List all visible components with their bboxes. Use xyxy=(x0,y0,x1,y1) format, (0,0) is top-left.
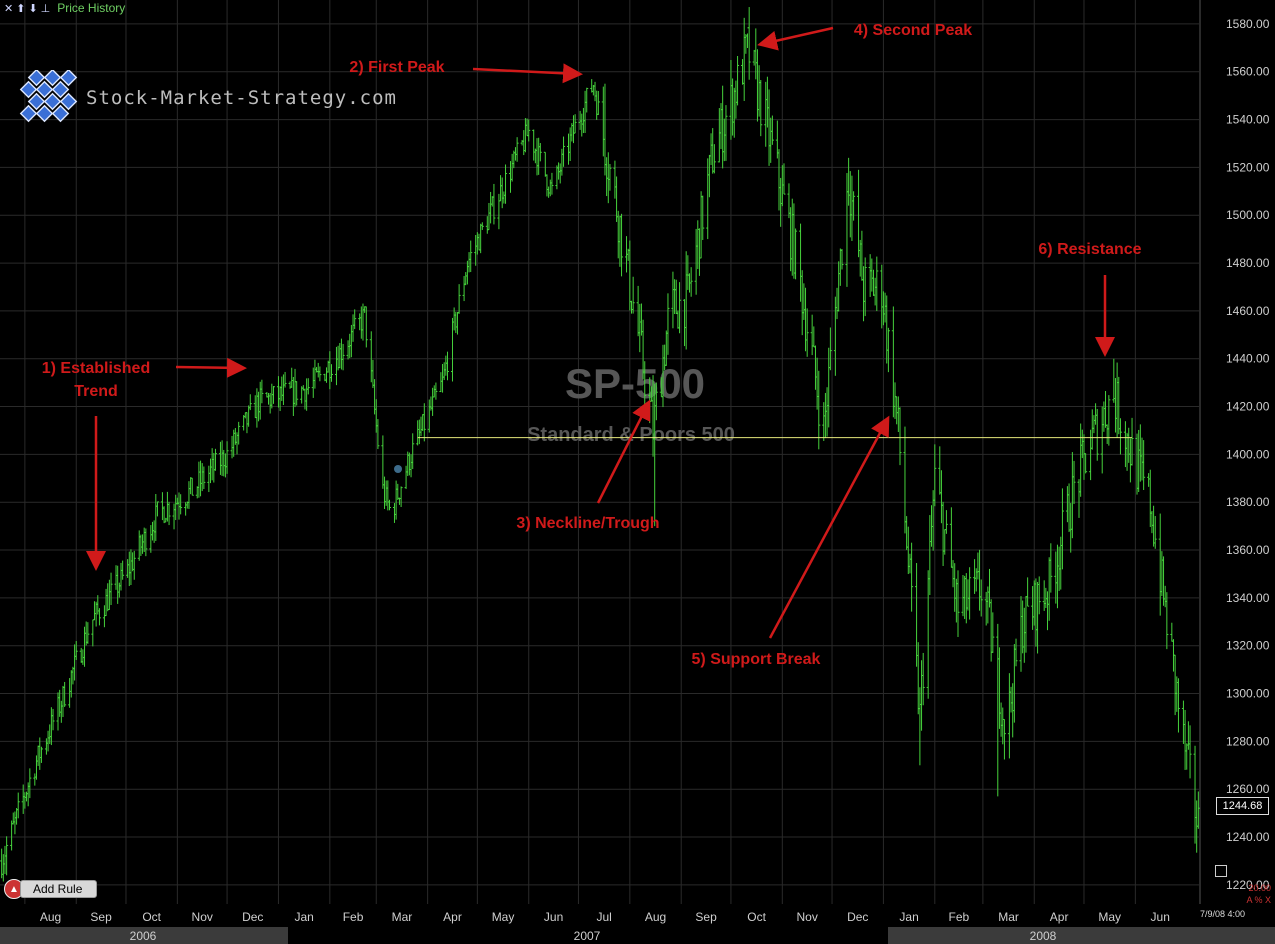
y-tick-label: 1420.00 xyxy=(1226,400,1270,414)
y-axis: 1220.00 1240.00 1260.00 1280.00 1300.00 1320.… xyxy=(1226,17,1270,892)
x-tick-label: Dec xyxy=(847,910,868,924)
y-tick-label: 1300.00 xyxy=(1226,687,1270,701)
annotation-arrow xyxy=(768,415,890,639)
x-tick-label: Jan xyxy=(899,910,918,924)
annotation-arrow xyxy=(596,399,651,504)
year-label: 2006 xyxy=(130,929,157,943)
y-tick-label: 1480.00 xyxy=(1226,256,1270,270)
annotation-label: 6) Resistance xyxy=(1038,241,1141,258)
event-marker xyxy=(394,465,402,473)
annotation-label: 2) First Peak xyxy=(349,59,444,76)
y-tick-label: 1580.00 xyxy=(1226,17,1270,31)
x-tick-label: May xyxy=(1098,910,1121,924)
x-tick-label: May xyxy=(492,910,515,924)
logo: Stock-Market-Strategy.com xyxy=(18,70,397,126)
y-tick-label: 1380.00 xyxy=(1226,495,1270,509)
y-tick-label: 1260.00 xyxy=(1226,782,1270,796)
corner-controls[interactable]: A % X xyxy=(1246,895,1271,905)
panel-icon[interactable] xyxy=(1215,865,1227,877)
x-tick-label: Nov xyxy=(797,910,818,924)
x-tick-label: Sep xyxy=(90,910,112,924)
y-tick-label: 1520.00 xyxy=(1226,160,1270,174)
annotation-2: 2) First Peak xyxy=(349,59,583,84)
x-tick-label: Jul xyxy=(596,910,611,924)
x-tick-label: Jun xyxy=(544,910,563,924)
y-tick-label: 1340.00 xyxy=(1226,591,1270,605)
add-rule-control[interactable]: ▲ Add Rule xyxy=(4,879,98,899)
x-tick-label: Feb xyxy=(343,910,364,924)
close-icon[interactable]: ✕ xyxy=(4,2,14,15)
annotation-arrow xyxy=(472,63,583,84)
year-label: 2007 xyxy=(574,929,601,943)
price-bars xyxy=(0,7,1200,882)
y-tick-label: 1360.00 xyxy=(1226,543,1270,557)
chart-watermark: SP-500 Standard & Poors 500 xyxy=(527,360,735,446)
annotation-1: 1) Established Trend xyxy=(42,357,247,571)
x-tick-label: Dec xyxy=(242,910,263,924)
x-axis: Aug Sep Oct Nov Dec Jan Feb Mar Apr May Jun Jul Aug S… xyxy=(0,910,1275,944)
chart-grid xyxy=(0,0,1201,904)
y-tick-label: 1280.00 xyxy=(1226,734,1270,748)
chart-title: SP-500 xyxy=(565,360,705,407)
x-tick-label: Oct xyxy=(142,910,161,924)
annotation-6: 6) Resistance xyxy=(1038,241,1142,357)
x-tick-label: Jan xyxy=(294,910,313,924)
annotation-3: 3) Neckline/Trough xyxy=(516,399,660,532)
annotation-label: 1) Established xyxy=(42,360,150,377)
annotation-label: 5) Support Break xyxy=(692,651,821,668)
x-tick-label: Feb xyxy=(948,910,969,924)
annotation-label: Trend xyxy=(74,383,118,400)
annotation-4: 4) Second Peak xyxy=(757,22,972,51)
corner-value: 20.00 xyxy=(1248,883,1271,893)
x-tick-label: Apr xyxy=(443,910,462,924)
annotation-arrow xyxy=(757,26,834,51)
pin-icon[interactable]: ⊥ xyxy=(40,2,51,15)
annotation-label: 4) Second Peak xyxy=(854,22,972,39)
y-tick-label: 1400.00 xyxy=(1226,447,1270,461)
x-tick-label: Mar xyxy=(998,910,1019,924)
y-tick-label: 1320.00 xyxy=(1226,639,1270,653)
arrow-up-icon[interactable]: ⬆ xyxy=(16,2,26,15)
annotation-5: 5) Support Break xyxy=(692,415,890,668)
arrow-down-icon[interactable]: ⬇ xyxy=(28,2,38,15)
y-tick-label: 1500.00 xyxy=(1226,208,1270,222)
x-tick-label: Aug xyxy=(40,910,61,924)
logo-text: Stock-Market-Strategy.com xyxy=(86,87,397,109)
y-tick-label: 1440.00 xyxy=(1226,352,1270,366)
logo-icon xyxy=(19,70,78,123)
annotations: 1) Established Trend 2) First Peak 3) Neckl… xyxy=(42,22,1142,668)
y-tick-label: 1460.00 xyxy=(1226,304,1270,318)
x-tick-label: Apr xyxy=(1050,910,1069,924)
add-rule-button[interactable]: Add Rule xyxy=(20,880,98,898)
x-tick-label: Nov xyxy=(192,910,213,924)
y-tick-label: 1220.00 xyxy=(1226,878,1270,892)
timestamp-label: 7/9/08 4:00 xyxy=(1200,909,1246,919)
x-tick-label: Sep xyxy=(695,910,717,924)
annotation-label: 3) Neckline/Trough xyxy=(516,515,659,532)
y-tick-label: 1240.00 xyxy=(1226,830,1270,844)
window-title: Price History xyxy=(57,1,126,15)
chart-toolbar: ✕ ⬆ ⬇ ⊥ Price History xyxy=(4,0,125,16)
annotation-arrow xyxy=(175,357,247,378)
year-label: 2008 xyxy=(1030,929,1057,943)
x-tick-label: Aug xyxy=(645,910,666,924)
x-tick-label: Mar xyxy=(392,910,413,924)
last-price-label: 1244.68 xyxy=(1216,797,1269,815)
x-tick-label: Oct xyxy=(747,910,766,924)
x-tick-label: Jun xyxy=(1151,910,1170,924)
y-tick-label: 1540.00 xyxy=(1226,113,1270,127)
y-tick-label: 1560.00 xyxy=(1226,65,1270,79)
